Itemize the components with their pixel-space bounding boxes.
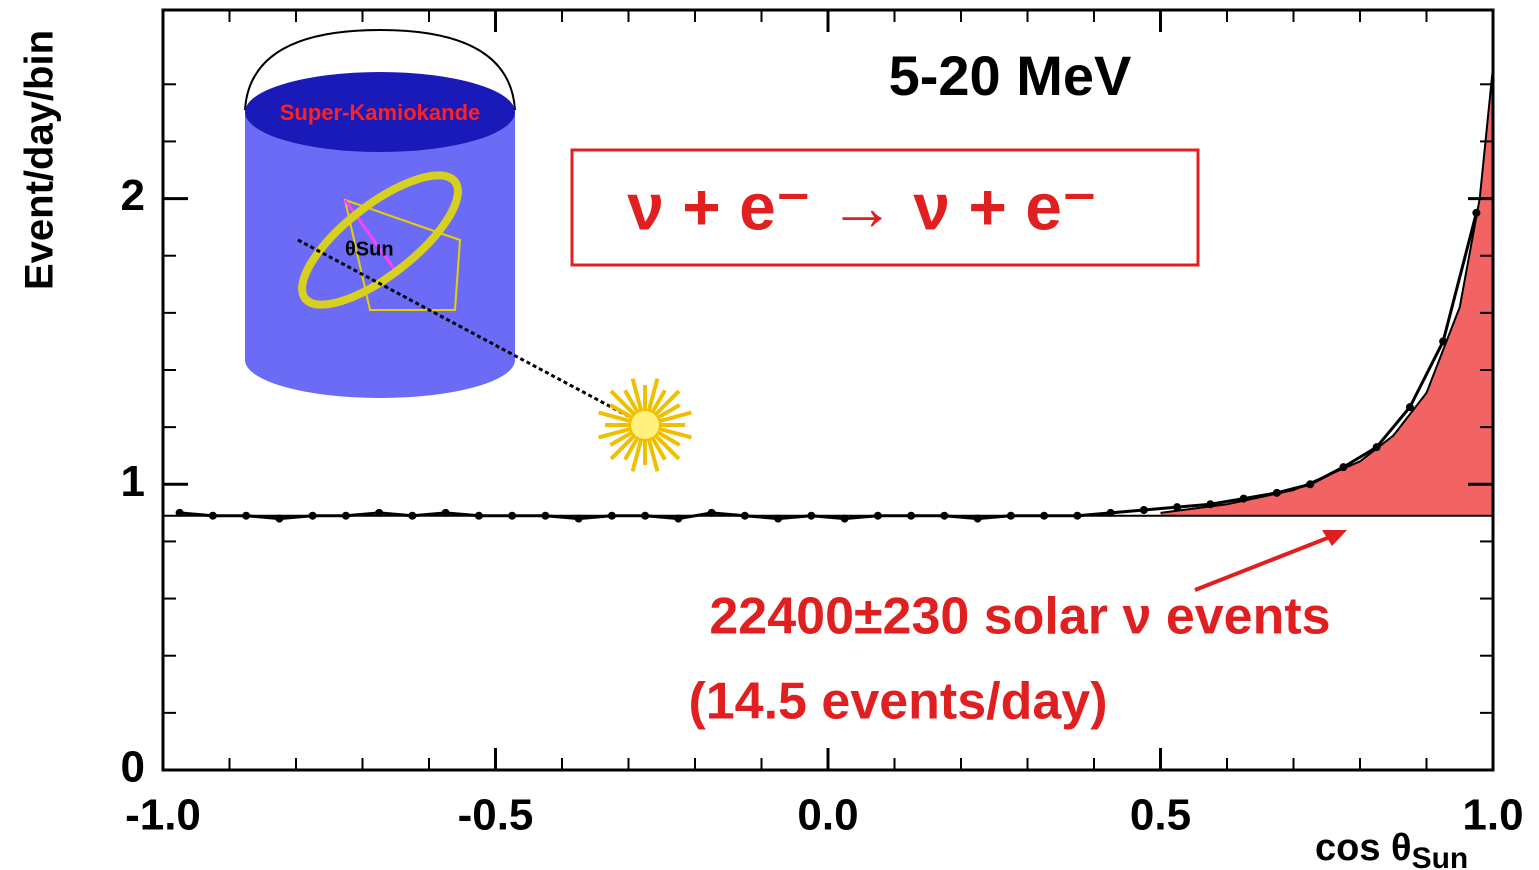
signal-area <box>1161 67 1494 516</box>
data-point <box>1107 509 1115 517</box>
data-point <box>641 512 649 520</box>
inset: Super-Kamiokande θSun <box>245 30 691 471</box>
data-point <box>575 515 583 523</box>
x-axis-label-sub: Sun <box>1412 842 1469 870</box>
y-tick-label: 0 <box>121 743 145 792</box>
data-point <box>774 515 782 523</box>
data-point <box>940 512 948 520</box>
chart-title: 5-20 MeV <box>889 44 1132 107</box>
data-point <box>674 515 682 523</box>
data-point <box>508 512 516 520</box>
data-point <box>1140 506 1148 514</box>
x-axis-label: cos θSun <box>1315 827 1468 870</box>
data-point <box>1073 512 1081 520</box>
sun-core <box>631 411 659 439</box>
data-point <box>741 512 749 520</box>
equation: ν + e⁻ → ν + e⁻ <box>627 169 1097 243</box>
sun <box>599 379 692 472</box>
data-point <box>541 512 549 520</box>
data-point <box>408 512 416 520</box>
data-point <box>1040 512 1048 520</box>
data-point <box>1007 512 1015 520</box>
data-point <box>375 509 383 517</box>
data-point <box>442 509 450 517</box>
data-point <box>608 512 616 520</box>
data-point <box>974 515 982 523</box>
y-tick-label: 1 <box>121 457 145 506</box>
data-point <box>708 509 716 517</box>
x-tick-label: -1.0 <box>125 791 201 840</box>
data-point <box>907 512 915 520</box>
data-point <box>209 512 217 520</box>
data-point <box>176 509 184 517</box>
data-point <box>275 515 283 523</box>
annotation: (14.5 events/day) <box>688 673 1107 731</box>
chart: Super-Kamiokande θSun ν + e⁻ → ν + e⁻ 5-… <box>0 0 1539 870</box>
data-point <box>874 512 882 520</box>
data-point <box>475 512 483 520</box>
inset-label: Super-Kamiokande <box>280 100 481 125</box>
x-tick-label: 0.0 <box>797 791 858 840</box>
data-point <box>342 512 350 520</box>
inset-angle: θSun <box>345 238 394 260</box>
y-tick-label: 2 <box>121 171 145 220</box>
y-axis-label: Event/day/bin <box>18 30 62 290</box>
x-tick-label: -0.5 <box>458 791 534 840</box>
x-tick-label: 1.0 <box>1462 791 1523 840</box>
data-point <box>807 512 815 520</box>
arrow <box>1195 537 1330 590</box>
data-point <box>309 512 317 520</box>
data-point <box>841 515 849 523</box>
x-axis-label-main: cos θ <box>1315 827 1412 869</box>
x-tick-label: 0.5 <box>1130 791 1191 840</box>
data-point <box>242 512 250 520</box>
annotation: 22400±230 solar ν events <box>709 588 1330 646</box>
